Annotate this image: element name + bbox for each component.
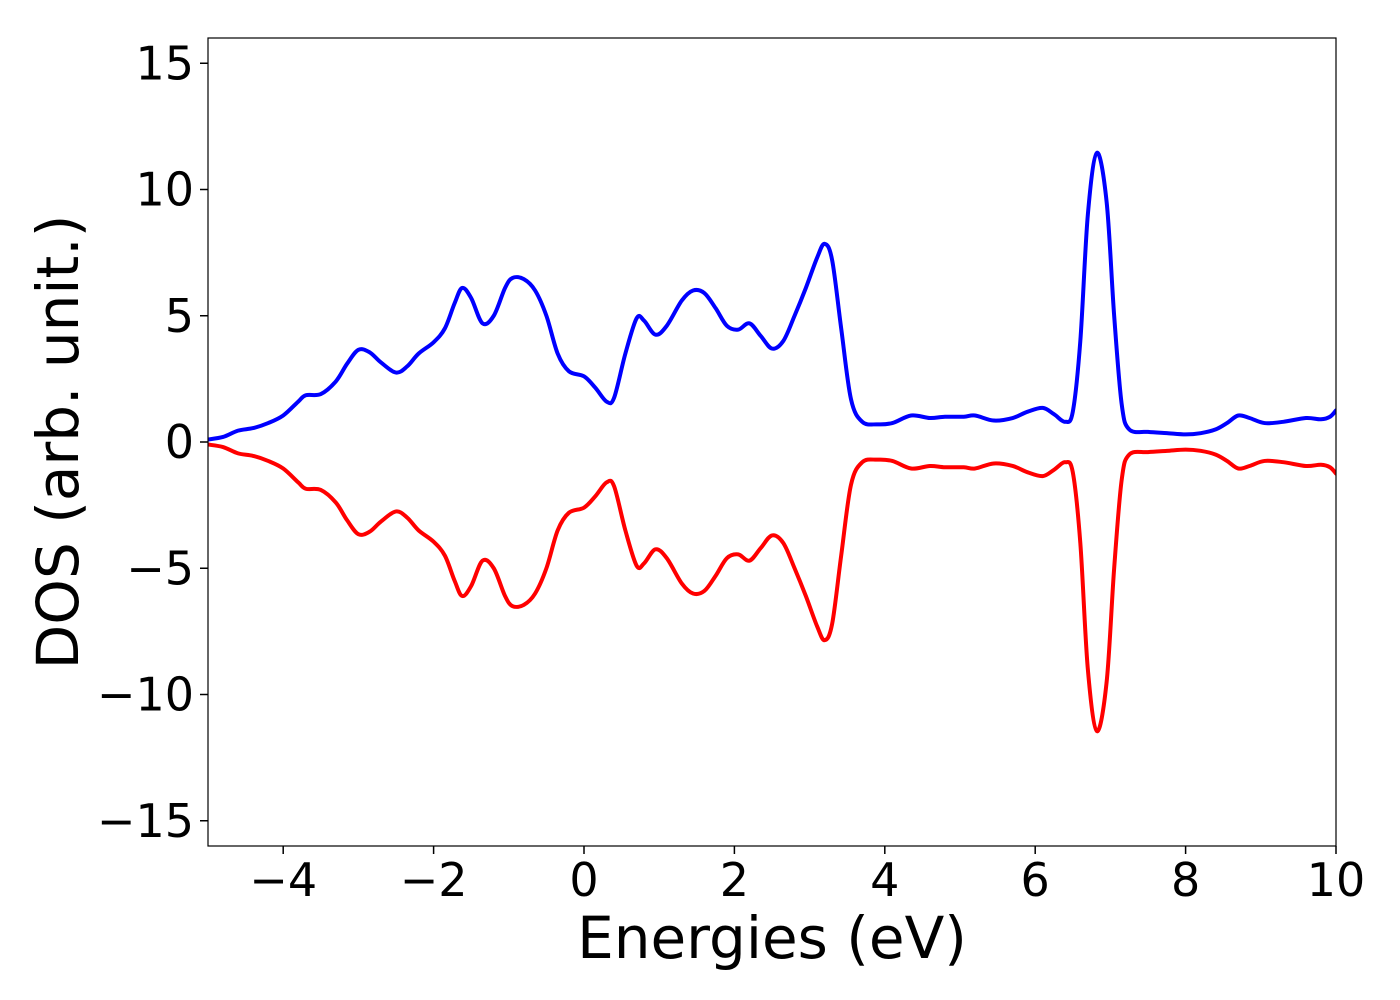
y-tick-label: −5 [126,541,194,595]
y-tick-label: 5 [165,289,194,343]
y-tick-label: −10 [97,668,194,722]
spin-up-dos-line [208,150,1336,442]
y-tick-label: −15 [97,794,194,848]
x-tick-label: 8 [1171,853,1200,907]
series-layer [208,150,1336,734]
x-tick-label: 10 [1307,853,1366,907]
y-tick-label: 0 [165,415,194,469]
y-axis-title: DOS (arb. unit.) [24,215,92,670]
y-axis-ticks: 15 10 5 0 −5 −10 −15 [97,36,208,848]
spin-down-dos-line [208,442,1336,734]
x-tick-label: −2 [400,853,468,907]
x-tick-label: 6 [1021,853,1050,907]
x-tick-label: −4 [249,853,317,907]
y-tick-label: 10 [135,163,194,217]
x-axis-title: Energies (eV) [577,904,967,972]
x-tick-label: 4 [870,853,899,907]
x-tick-label: 0 [569,853,598,907]
x-axis-ticks: −4 −2 0 2 4 6 8 10 [249,846,1365,907]
x-tick-label: 2 [720,853,749,907]
y-tick-label: 15 [135,36,194,90]
